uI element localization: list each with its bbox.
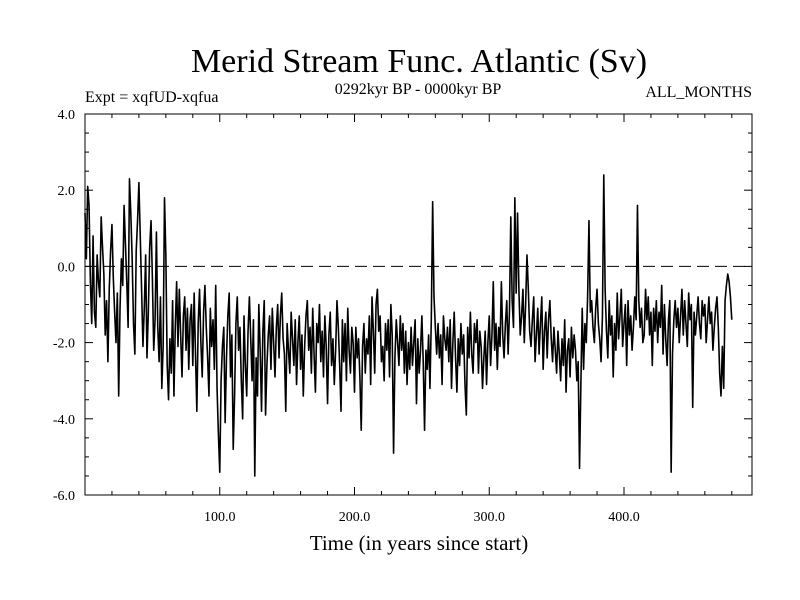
x-tick-label: 100.0 xyxy=(204,510,236,525)
x-tick-label: 400.0 xyxy=(608,510,640,525)
x-tick-label: 200.0 xyxy=(339,510,371,525)
chart-title: Merid Stream Func. Atlantic (Sv) xyxy=(191,43,647,80)
months-label: ALL_MONTHS xyxy=(645,84,752,101)
x-axis-label: Time (in years since start) xyxy=(310,531,529,555)
series-layer xyxy=(84,174,733,477)
y-tick-label: 2.0 xyxy=(58,184,76,199)
x-tick-label: 300.0 xyxy=(473,510,505,525)
y-tick-label: -6.0 xyxy=(53,489,75,504)
y-tick-label: -2.0 xyxy=(53,337,75,352)
y-tick-label: -4.0 xyxy=(53,413,75,428)
y-tick-label: 4.0 xyxy=(58,108,76,123)
time-range-label: 0292kyr BP - 0000kyr BP xyxy=(335,81,502,98)
y-tick-label: 0.0 xyxy=(58,260,76,275)
axis-layer: -6.0 -4.0 -2.0 0.0 2.0 4.0 100.0 200.0 300.0 400.… xyxy=(53,108,752,525)
experiment-label: Expt = xqfUD-xqfua xyxy=(85,89,218,106)
series-line-0 xyxy=(84,174,733,477)
